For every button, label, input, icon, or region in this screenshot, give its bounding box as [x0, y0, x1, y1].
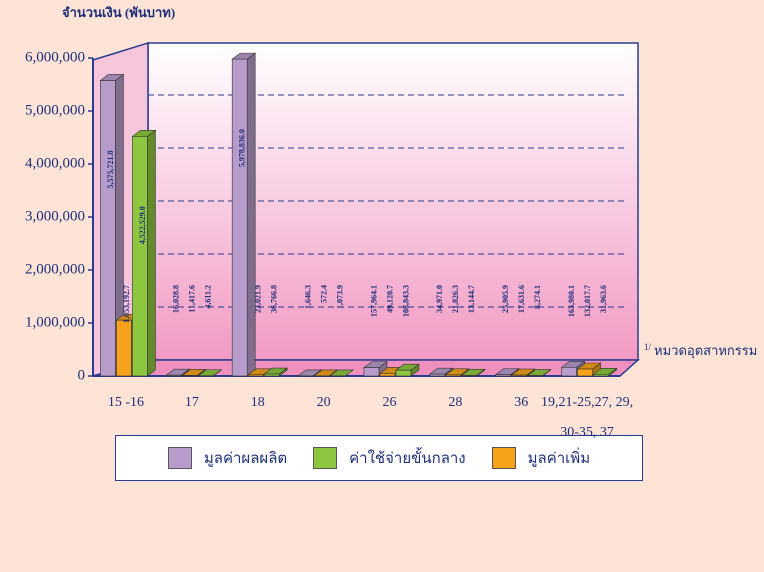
x-tick-label: 17	[184, 395, 199, 410]
x-tick-label: 15 -16	[107, 395, 145, 410]
bar-face	[593, 374, 609, 377]
bar	[165, 368, 191, 377]
y-tick-label: 6,000,000	[25, 49, 85, 65]
x-tick-label: 19,21-25,27, 29, 30-35, 37	[540, 395, 634, 440]
data-label: 4,611.2	[204, 285, 213, 309]
bar	[510, 368, 536, 377]
bar-face	[495, 374, 511, 377]
bar-face	[100, 80, 116, 377]
bar	[131, 129, 157, 377]
bar	[263, 367, 289, 377]
data-label: 5,575,721.8	[106, 150, 115, 188]
y-tick-label: 2,000,000	[25, 261, 85, 277]
y-tick-label: 1,000,000	[25, 314, 85, 330]
bar-face	[166, 374, 182, 377]
bar-face	[395, 369, 412, 377]
data-label: 1,053,192.7	[122, 285, 131, 323]
bar	[99, 73, 125, 377]
legend-item: ค่าใช้จ่ายขั้นกลาง	[313, 446, 466, 470]
data-label: 163,980.1	[567, 285, 576, 317]
data-label: 11,417.6	[188, 285, 197, 313]
bar-face	[132, 136, 148, 377]
bar	[444, 368, 470, 377]
bar-face	[263, 373, 280, 377]
bar-face	[561, 367, 577, 377]
bar-face	[577, 368, 593, 377]
bar-face	[247, 374, 264, 377]
bar	[494, 368, 520, 377]
legend-swatch	[491, 447, 516, 469]
legend-swatch	[167, 447, 192, 469]
bar-face	[429, 373, 446, 377]
bar	[329, 369, 354, 377]
data-label: 13,144.7	[467, 285, 476, 313]
bar	[231, 52, 257, 377]
x-tick-label: 36	[514, 395, 529, 410]
bar-face	[147, 129, 156, 377]
data-label: 157,964.1	[369, 285, 378, 317]
data-label: 36,766.8	[270, 285, 279, 313]
bar-face	[363, 367, 380, 377]
x-tick-label: 18	[250, 395, 265, 410]
data-label: 572.4	[319, 285, 328, 303]
legend-label: มูลค่าผลผลิต	[203, 451, 288, 467]
data-label: 132,017.7	[583, 285, 592, 317]
legend-label: ค่าใช้จ่ายขั้นกลาง	[349, 451, 466, 467]
x-axis-label: หมวดอุตสาหกรรม	[654, 343, 757, 359]
x-tick-label: 20	[316, 395, 331, 410]
y-tick-label: 4,000,000	[25, 155, 85, 171]
data-label: 1,646.3	[303, 285, 312, 309]
bar	[460, 368, 486, 377]
bar	[576, 362, 602, 377]
bar-face	[231, 58, 248, 377]
bar	[313, 369, 338, 377]
data-label: 5,978,836.0	[238, 129, 247, 167]
x-tick-label: 28	[448, 395, 463, 410]
bar-face	[379, 373, 396, 377]
bar	[297, 369, 322, 377]
data-label: 108,843.3	[401, 285, 410, 317]
y-axis-label: จำนวนเงิน (พันบาท)	[62, 5, 175, 20]
x-label-note: 1/	[644, 342, 652, 352]
legend-item: มูลค่าผลผลิต	[167, 446, 288, 470]
bar	[395, 363, 420, 377]
data-label: 8,274.1	[533, 285, 542, 309]
y-tick-label: 0	[78, 367, 86, 383]
data-label: 49,120.7	[385, 285, 394, 313]
data-label: 23,021.9	[254, 285, 263, 313]
bar	[428, 367, 454, 377]
bar-face	[511, 374, 527, 377]
data-label: 34,971.0	[435, 285, 444, 313]
bar	[592, 367, 618, 377]
legend-label: มูลค่าเพิ่ม	[527, 451, 591, 467]
data-label: 16,028.8	[172, 285, 181, 313]
bar-face	[246, 52, 256, 377]
data-label: 17,631.6	[517, 285, 526, 313]
bar-face	[461, 375, 478, 377]
legend-swatch	[313, 447, 338, 469]
y-tick-label: 5,000,000	[25, 102, 85, 118]
data-label: 31,963.6	[599, 285, 608, 313]
y-tick-label: 3,000,000	[25, 208, 85, 224]
x-tick-label: 26	[382, 395, 397, 410]
data-label: 21,826.3	[451, 285, 460, 313]
bar-face	[182, 375, 198, 377]
bar	[181, 368, 207, 377]
legend: มูลค่าผลผลิต ค่าใช้จ่ายขั้นกลาง มูลค่าเพิ่…	[115, 435, 643, 481]
bar-face	[116, 319, 132, 377]
bar	[197, 369, 223, 377]
data-label: 25,905.9	[501, 285, 510, 313]
legend-item: มูลค่าเพิ่ม	[491, 446, 591, 470]
data-label: 1,073.9	[335, 285, 344, 309]
data-label: 4,522,529.0	[138, 206, 147, 244]
bar-face	[445, 374, 462, 377]
bar	[526, 368, 552, 377]
